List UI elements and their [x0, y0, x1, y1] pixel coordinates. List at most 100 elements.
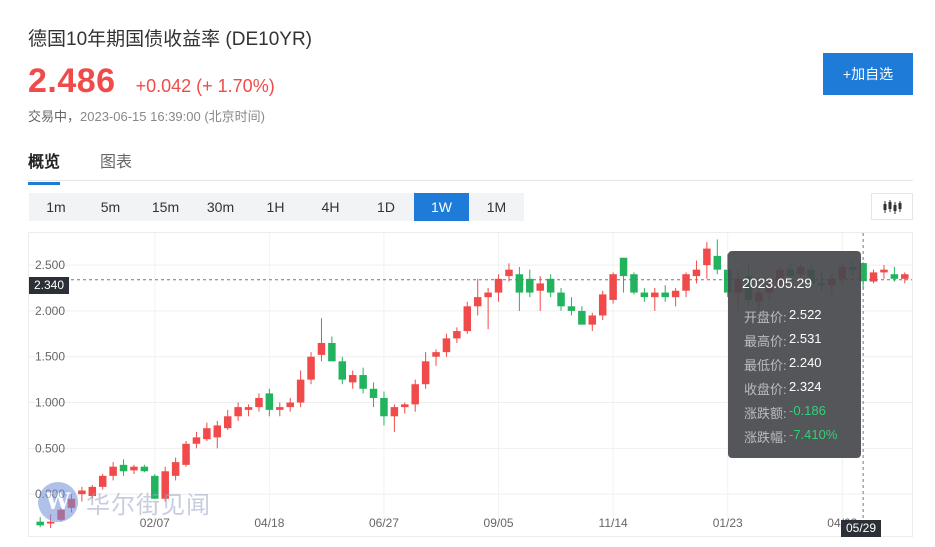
- interval-30m[interactable]: 30m: [206, 199, 235, 215]
- tooltip-row-change-pct: 涨跌幅: -7.410%: [744, 427, 837, 446]
- current-price: 2.486: [28, 62, 116, 100]
- candle-body: [328, 342, 336, 362]
- candle-body: [442, 338, 451, 353]
- candle-body: [88, 486, 97, 497]
- status-text: 交易中，: [28, 109, 81, 124]
- candle-body: [265, 393, 274, 410]
- candle-body: [348, 375, 357, 383]
- tooltip-key: 收盘价:: [744, 382, 787, 397]
- candle-body: [567, 306, 576, 311]
- price-change: +0.042 (+ 1.70%): [135, 76, 275, 96]
- price-row: 2.486 +0.042 (+ 1.70%): [28, 62, 275, 101]
- candle-body: [880, 269, 888, 273]
- candle-body: [244, 407, 253, 410]
- candle-body: [598, 294, 607, 316]
- candle-body: [421, 361, 430, 385]
- tooltip-key: 涨跌额:: [744, 406, 787, 421]
- candle-body: [463, 306, 472, 332]
- candle-body: [78, 490, 86, 495]
- crosshair-date-label: 05/29: [841, 520, 881, 537]
- tabs-divider: [28, 180, 913, 181]
- tab-chart[interactable]: 图表: [100, 154, 133, 171]
- tooltip-row-change: 涨跌额: -0.186: [744, 403, 826, 422]
- candle-body: [182, 443, 190, 465]
- y-tick-label: 2.000: [35, 304, 65, 318]
- x-tick-label: 04/18: [254, 516, 284, 530]
- x-tick-label: 01/23: [713, 516, 743, 530]
- candle-body: [296, 379, 305, 403]
- y-tick-label: 2.500: [35, 258, 65, 272]
- x-tick-label: 09/05: [484, 516, 514, 530]
- interval-1m[interactable]: 1m: [46, 199, 66, 215]
- candle-body: [890, 274, 899, 279]
- candle-body: [255, 397, 263, 408]
- interval-1w[interactable]: 1W: [414, 193, 469, 221]
- candle-body: [630, 274, 638, 293]
- chart-type-button[interactable]: [871, 193, 913, 220]
- candle-body: [651, 292, 659, 298]
- tooltip-value: 2.240: [789, 355, 822, 370]
- main-tabs: 概览 图表: [28, 148, 172, 185]
- candle-body: [411, 384, 419, 405]
- candle-body: [317, 342, 326, 355]
- candle-body: [119, 464, 128, 472]
- candle-tooltip: 2023.05.29 开盘价: 2.522 最高价: 2.531 最低价: 2.240…: [728, 251, 861, 458]
- candle-body: [151, 475, 159, 499]
- candle-body: [338, 361, 347, 380]
- tooltip-row-low: 最低价: 2.240: [744, 355, 822, 374]
- x-tick-label: 11/14: [599, 516, 628, 530]
- candle-body: [557, 292, 565, 307]
- candle-body: [36, 521, 44, 526]
- tooltip-value: -7.410%: [789, 427, 838, 442]
- interval-5m[interactable]: 5m: [100, 199, 121, 215]
- tooltip-row-open: 开盘价: 2.522: [744, 307, 822, 326]
- candle-body: [380, 397, 388, 417]
- candle-body: [234, 407, 242, 417]
- candle-body: [98, 475, 107, 487]
- candle-body: [109, 466, 117, 476]
- candle-body: [588, 315, 597, 325]
- candle-body: [192, 437, 201, 444]
- candle-body: [505, 269, 513, 277]
- tooltip-value: -0.186: [789, 403, 826, 418]
- candle-body: [286, 402, 294, 408]
- status-timestamp: 2023-06-15 16:39:00 (北京时间): [80, 109, 265, 124]
- y-tick-label: 1.500: [35, 350, 65, 364]
- candle-body: [473, 297, 482, 307]
- y-tick-label: 1.000: [35, 396, 65, 410]
- candle-body: [536, 283, 544, 291]
- candle-body: [703, 248, 711, 266]
- candle-body: [578, 310, 586, 325]
- candle-body: [213, 425, 222, 438]
- candle-body: [661, 292, 669, 298]
- interval-1d[interactable]: 1D: [377, 199, 395, 215]
- interval-4h[interactable]: 4H: [321, 199, 340, 215]
- candle-body: [609, 274, 617, 300]
- tooltip-date: 2023.05.29: [742, 275, 813, 291]
- x-tick-label: 06/27: [369, 516, 399, 530]
- add-watchlist-button[interactable]: +加自选: [823, 53, 913, 95]
- candle-body: [859, 263, 867, 282]
- interval-selector: 1m 5m 15m 30m 1H 4H 1D 1W 1M: [29, 193, 524, 221]
- candle-body: [901, 274, 909, 279]
- y-tick-label: 0.500: [35, 441, 65, 455]
- watermark-logo: W: [38, 482, 78, 522]
- candle-body: [692, 269, 701, 277]
- candle-body: [713, 255, 722, 270]
- interval-15m[interactable]: 15m: [151, 199, 180, 215]
- tooltip-value: 2.531: [789, 331, 822, 346]
- candle-body: [869, 272, 878, 282]
- candle-body: [276, 407, 284, 410]
- candle-body: [307, 356, 315, 380]
- candle-body: [46, 521, 55, 524]
- interval-1h[interactable]: 1H: [266, 199, 285, 215]
- tooltip-key: 最低价:: [744, 358, 787, 373]
- candle-body: [390, 407, 399, 417]
- tooltip-key: 最高价:: [744, 334, 787, 349]
- tab-overview[interactable]: 概览: [28, 148, 61, 185]
- candle-body: [161, 471, 169, 499]
- candle-body: [682, 274, 690, 291]
- candle-body: [484, 292, 492, 298]
- crosshair-value-label: 2.340: [29, 277, 69, 294]
- interval-1mo[interactable]: 1M: [486, 199, 507, 215]
